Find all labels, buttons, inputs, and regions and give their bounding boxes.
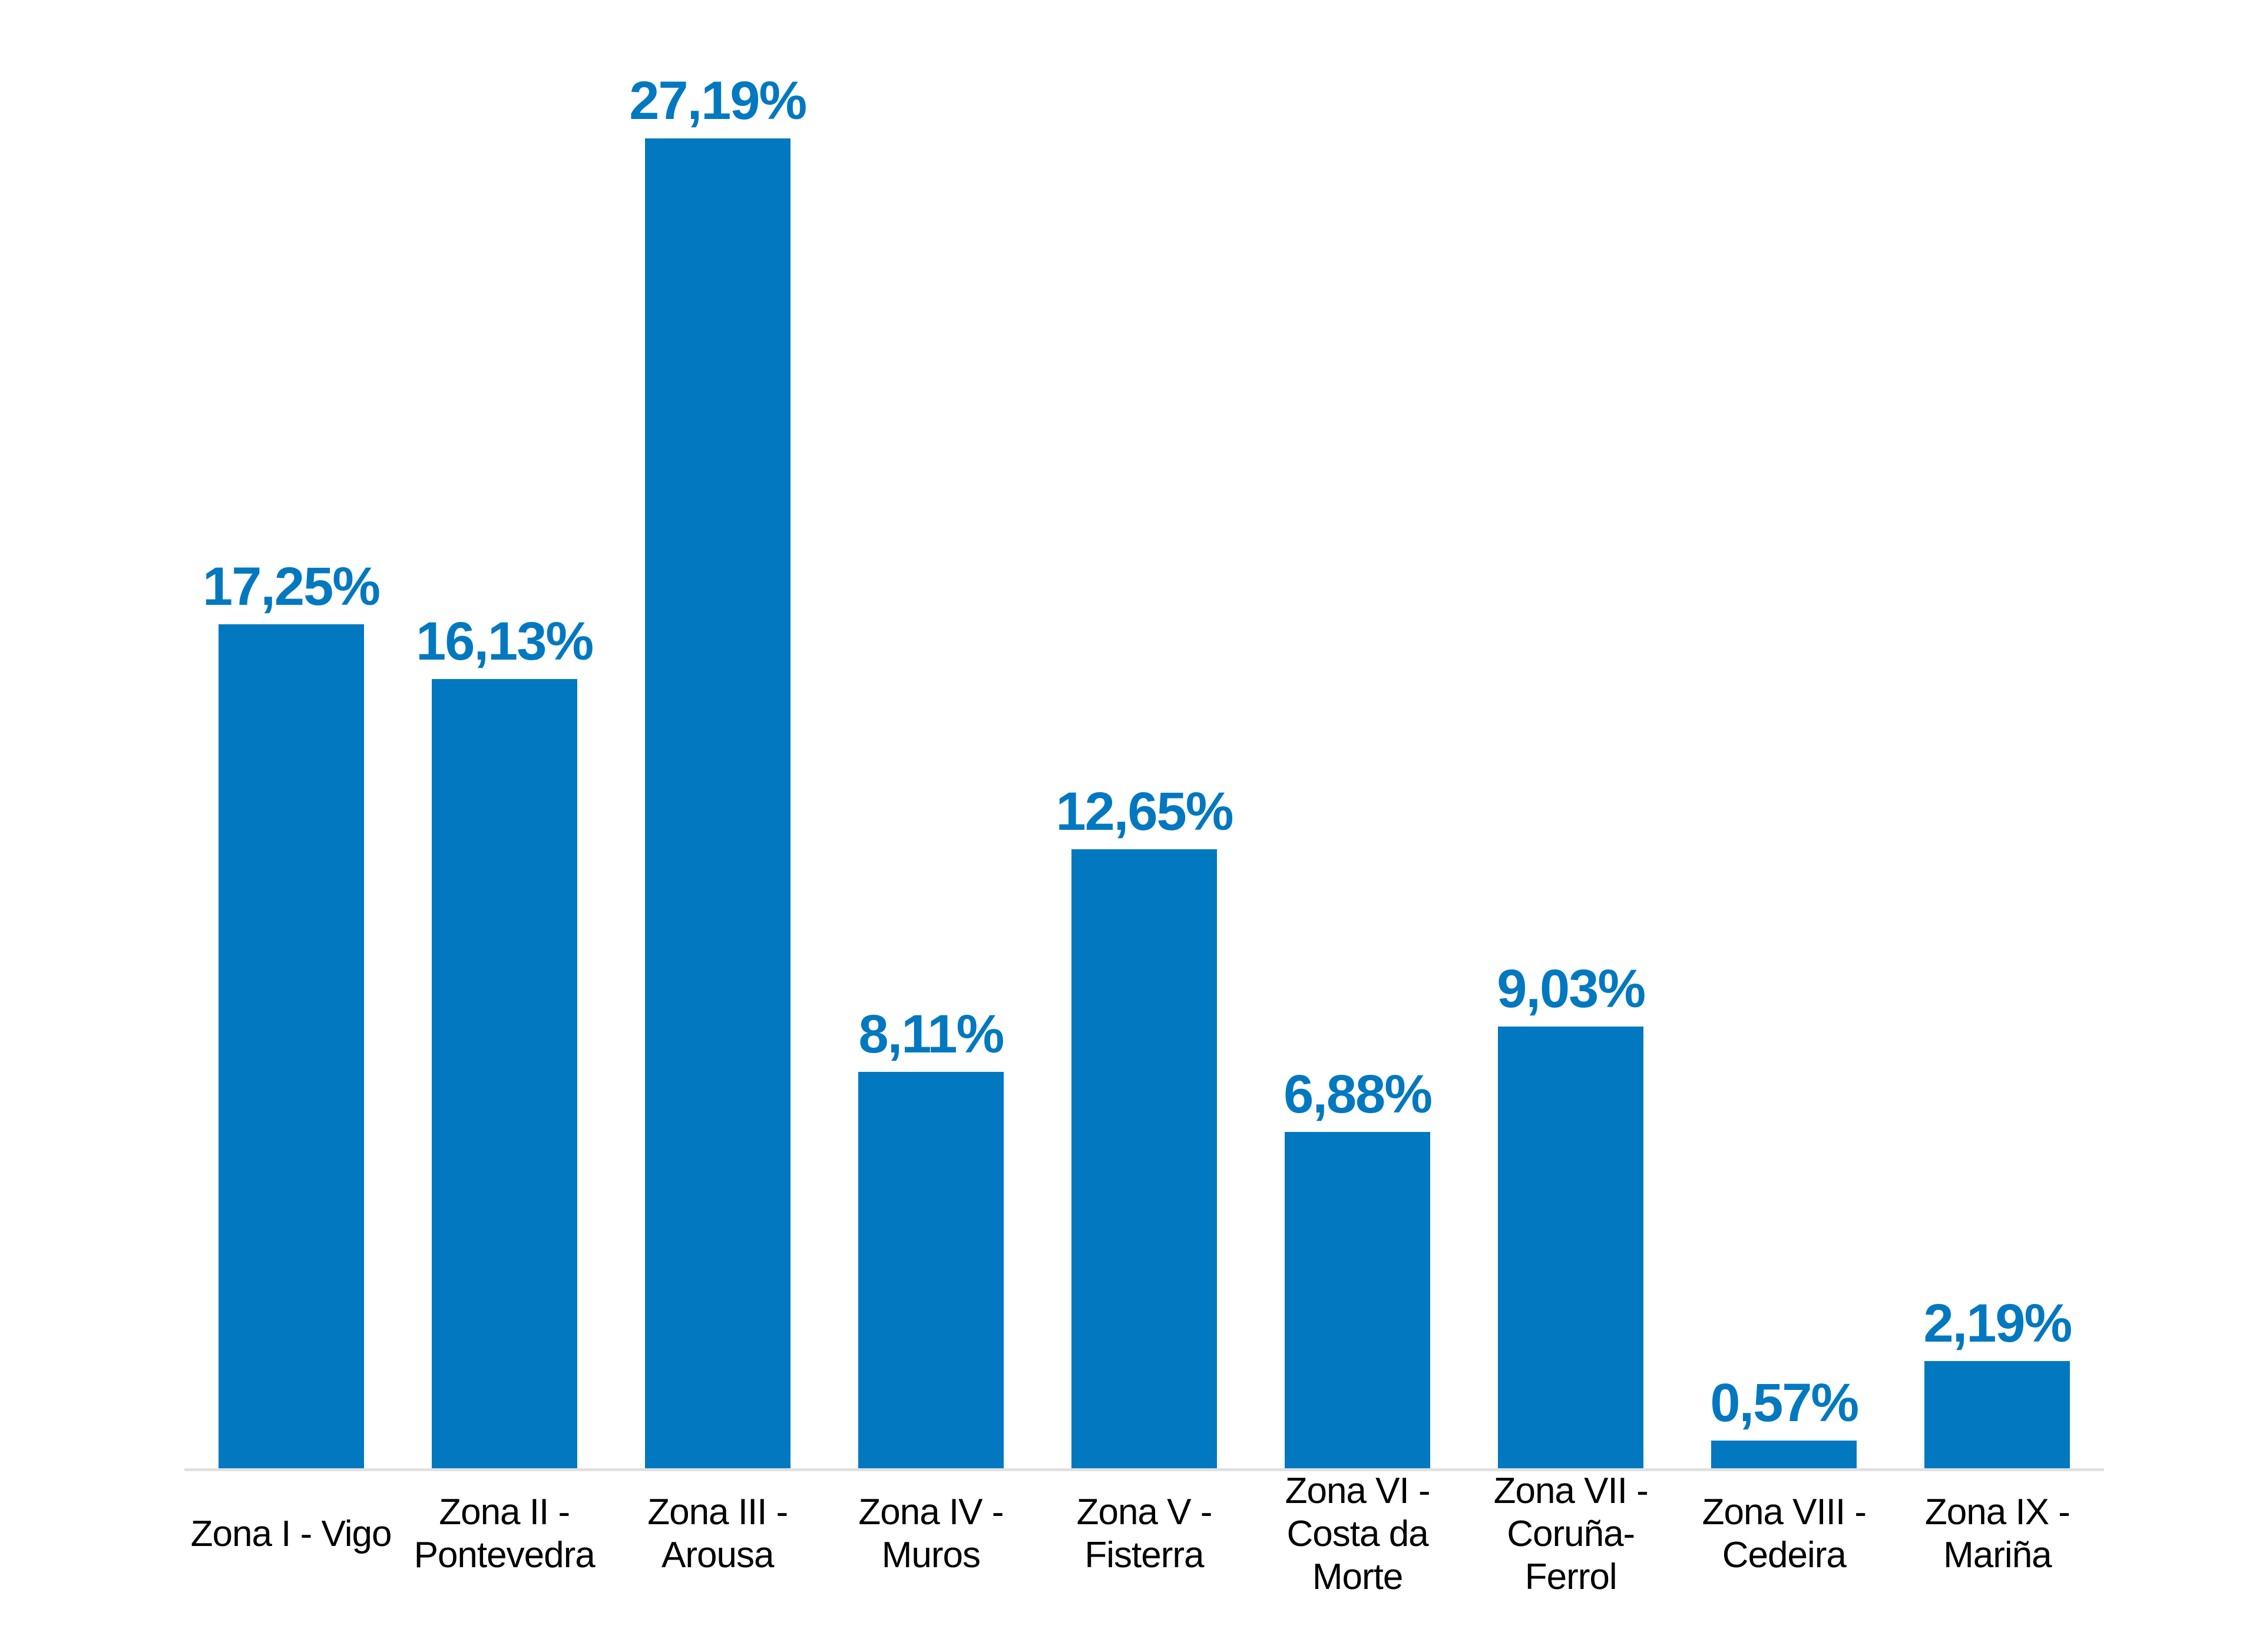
bar bbox=[1924, 1361, 2070, 1468]
bar-value-label: 16,13% bbox=[416, 611, 594, 671]
x-axis-line bbox=[184, 1468, 2104, 1471]
x-tick-cell: Zona II - Pontevedra bbox=[398, 1468, 611, 1599]
bar-value-label: 12,65% bbox=[1056, 782, 1233, 842]
bar-value-label: 27,19% bbox=[629, 71, 807, 131]
bar-value-label: 8,11% bbox=[858, 1004, 1004, 1064]
x-tick-cell: Zona VI - Costa da Morte bbox=[1251, 1468, 1464, 1599]
x-tick-cell: Zona V - Fisterra bbox=[1037, 1468, 1251, 1599]
x-tick-label: Zona VIII - Cedeira bbox=[1702, 1492, 1867, 1575]
x-tick-label: Zona I - Vigo bbox=[190, 1513, 392, 1554]
bar-slot: 12,65% bbox=[1037, 0, 1251, 1468]
x-tick-label: Zona IV - Muros bbox=[858, 1492, 1004, 1575]
bar-slot: 16,13% bbox=[398, 0, 611, 1468]
x-tick-cell: Zona III - Arousa bbox=[611, 1468, 824, 1599]
bar-value-label: 2,19% bbox=[1923, 1293, 2072, 1353]
bar-slot: 6,88% bbox=[1251, 0, 1464, 1468]
bar bbox=[858, 1072, 1004, 1468]
bar-slot: 17,25% bbox=[184, 0, 398, 1468]
bar-value-label: 17,25% bbox=[203, 557, 381, 617]
bar bbox=[1285, 1132, 1431, 1468]
x-tick-label: Zona V - Fisterra bbox=[1076, 1492, 1213, 1575]
x-tick-cell: Zona VIII - Cedeira bbox=[1678, 1468, 1891, 1599]
x-tick-label: Zona VII - Coruña- Ferrol bbox=[1493, 1470, 1649, 1597]
bar bbox=[1711, 1441, 1857, 1468]
plot-area: 17,25% 16,13% 27,19% 8,11% 12,65% 6,88% 9,03% 0… bbox=[184, 0, 2104, 1468]
bar-slot: 8,11% bbox=[824, 0, 1037, 1468]
x-tick-cell: Zona IV - Muros bbox=[824, 1468, 1037, 1599]
x-tick-label: Zona III - Arousa bbox=[647, 1492, 788, 1575]
bar-value-label: 0,57% bbox=[1710, 1373, 1859, 1433]
bar bbox=[218, 624, 364, 1468]
x-tick-label: Zona VI - Costa da Morte bbox=[1285, 1470, 1431, 1597]
x-axis-labels: Zona I - Vigo Zona II - Pontevedra Zona II… bbox=[184, 1468, 2104, 1652]
bar-slot: 9,03% bbox=[1464, 0, 1678, 1468]
x-tick-cell: Zona VII - Coruña- Ferrol bbox=[1464, 1468, 1678, 1599]
x-tick-label: Zona IX - Mariña bbox=[1924, 1492, 2070, 1575]
x-tick-label: Zona II - Pontevedra bbox=[414, 1492, 596, 1575]
bar-value-label: 9,03% bbox=[1497, 959, 1646, 1019]
bar-slot: 2,19% bbox=[1891, 0, 2104, 1468]
bar-value-label: 6,88% bbox=[1284, 1064, 1433, 1124]
bar bbox=[431, 679, 577, 1468]
bar-slot: 0,57% bbox=[1678, 0, 1891, 1468]
bar bbox=[1071, 849, 1217, 1468]
bar bbox=[1498, 1027, 1644, 1468]
x-tick-cell: Zona IX - Mariña bbox=[1891, 1468, 2104, 1599]
x-tick-cell: Zona I - Vigo bbox=[184, 1468, 398, 1599]
bar bbox=[644, 138, 790, 1468]
bar-slot: 27,19% bbox=[611, 0, 824, 1468]
